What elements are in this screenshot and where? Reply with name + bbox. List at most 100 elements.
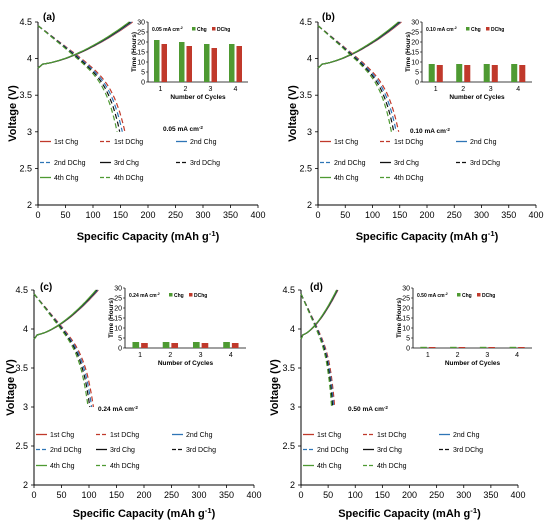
inset-x-tick-label: 4 — [516, 86, 520, 93]
x-tick-label: 250 — [164, 490, 179, 500]
legend-entry: 2nd Chg — [470, 139, 497, 146]
x-tick-label: 100 — [365, 210, 380, 220]
inset-y-tick-label: 5 — [118, 336, 122, 343]
x-tick-label: 150 — [109, 490, 124, 500]
x-tick-label: 300 — [456, 490, 471, 500]
inset-y-axis-label: Time (Hours) — [405, 32, 412, 72]
inset-bar-chart: 0 5 10 15 20 25 30 1 2 3 4 Number of Cycles Time (Ho… — [396, 286, 532, 367]
x-tick-label: 0 — [35, 210, 40, 220]
inset-legend-swatch-dchg — [477, 293, 481, 297]
inset-y-tick-label: 30 — [137, 20, 145, 27]
inset-bar-chg — [223, 342, 230, 348]
x-tick-label: 300 — [195, 210, 210, 220]
inset-x-tick-label: 3 — [489, 86, 493, 93]
x-tick-label: 400 — [510, 490, 525, 500]
inset-bar-chg — [204, 44, 210, 82]
x-axis-label: Specific Capacity (mAh g-1) — [356, 229, 499, 244]
discharge-curve-cycle-4 — [300, 293, 333, 408]
current-density-annotation: 0.05 mA cm-2 — [163, 125, 203, 134]
inset-y-tick-label: 30 — [402, 286, 410, 293]
x-tick-label: 250 — [168, 210, 183, 220]
inset-y-tick-label: 25 — [114, 296, 122, 303]
inset-bar-chart: 0 5 10 15 20 25 30 1 2 3 4 Number of Cycles Time (Ho… — [405, 20, 532, 101]
inset-legend-title: 0.50 mA cm-2 — [417, 292, 448, 299]
discharge-curve-cycle-2 — [33, 293, 93, 408]
x-tick-label: 50 — [60, 210, 70, 220]
inset-x-tick-label: 3 — [199, 352, 203, 359]
discharge-curve-cycle-4 — [33, 293, 89, 408]
inset-bar-chg — [450, 346, 457, 348]
x-tick-label: 400 — [528, 210, 543, 220]
inset-y-tick-label: 0 — [141, 80, 145, 87]
inset-x-tick-label: 3 — [485, 352, 489, 359]
charge-curve-cycle-2 — [317, 21, 401, 69]
inset-bar-chg — [428, 64, 435, 82]
inset-y-tick-label: 25 — [411, 30, 419, 37]
x-tick-label: 150 — [392, 210, 407, 220]
inset-y-tick-label: 0 — [118, 346, 122, 353]
y-tick-label: 2 — [27, 200, 32, 210]
inset-bar-dchg — [491, 65, 498, 82]
y-tick-label: 2.5 — [15, 441, 28, 451]
inset-x-tick-label: 4 — [515, 352, 519, 359]
x-tick-label: 200 — [402, 490, 417, 500]
inset-legend-swatch-chg — [466, 27, 470, 31]
inset-legend-swatch-chg — [169, 293, 173, 297]
x-tick-label: 350 — [483, 490, 498, 500]
inset-bar-dchg — [161, 44, 167, 82]
x-tick-label: 150 — [113, 210, 128, 220]
y-tick-label: 4 — [27, 54, 32, 64]
inset-bar-chg — [479, 346, 487, 348]
legend-entry: 4th Chg — [317, 463, 342, 470]
y-axis-label: Voltage (V) — [287, 85, 299, 142]
inset-legend-title: 0.24 mA cm-2 — [129, 292, 160, 299]
inset-bar-chart: 0 5 10 15 20 25 30 1 2 3 4 Number of Cycles Time (Ho… — [131, 20, 248, 101]
inset-y-tick-label: 15 — [137, 50, 145, 57]
panel-label: (c) — [40, 282, 52, 293]
inset-legend-title: 0.10 mA cm-2 — [426, 26, 457, 33]
y-tick-label: 3 — [23, 402, 28, 412]
inset-x-tick-label: 1 — [138, 352, 142, 359]
inset-bar-dchg — [201, 343, 209, 348]
x-tick-label: 200 — [140, 210, 155, 220]
discharge-curve-cycle-1 — [37, 25, 126, 132]
x-tick-label: 250 — [429, 490, 444, 500]
y-tick-label: 4.5 — [282, 285, 295, 295]
charge-curve-cycle-4 — [300, 289, 338, 340]
inset-legend-chg: Chg — [197, 27, 207, 33]
inset-x-tick-label: 4 — [229, 352, 233, 359]
legend-entry: 3rd DChg — [190, 160, 220, 167]
inset-y-tick-label: 15 — [114, 316, 122, 323]
y-tick-label: 4 — [307, 54, 312, 64]
y-tick-label: 4.5 — [299, 17, 312, 27]
inset-y-tick-label: 20 — [411, 40, 419, 47]
x-tick-label: 250 — [447, 210, 462, 220]
inset-bar-dchg — [428, 347, 436, 348]
inset-y-tick-label: 5 — [415, 70, 419, 77]
x-tick-label: 0 — [315, 210, 320, 220]
y-tick-label: 4.5 — [15, 285, 28, 295]
inset-x-tick-label: 2 — [456, 352, 460, 359]
panel-label: (b) — [322, 12, 335, 23]
y-tick-label: 3 — [27, 127, 32, 137]
panel-c: 0 50 100 150 200 250 300 350 40022.533.544.5Spec… — [5, 282, 262, 520]
current-density-annotation: 0.10 mA cm-2 — [410, 127, 450, 136]
discharge-curve-cycle-4 — [37, 25, 118, 132]
inset-legend-dchg: DChg — [482, 293, 495, 299]
inset-x-axis-label: Number of Cycles — [158, 360, 214, 367]
y-tick-label: 4.5 — [19, 17, 32, 27]
inset-x-axis-label: Number of Cycles — [449, 94, 505, 101]
inset-bar-dchg — [171, 343, 179, 348]
x-tick-label: 100 — [81, 490, 96, 500]
x-tick-label: 100 — [348, 490, 363, 500]
x-tick-label: 350 — [501, 210, 516, 220]
y-tick-label: 3.5 — [19, 90, 32, 100]
inset-y-tick-label: 10 — [114, 326, 122, 333]
inset-bar-chg — [483, 64, 490, 82]
legend-entry: 2nd DChg — [334, 160, 366, 167]
inset-bar-dchg — [141, 343, 148, 348]
inset-bar-chg — [456, 64, 463, 82]
legend-entry: 3rd Chg — [394, 160, 419, 167]
x-axis-label: Specific Capacity (mAh g-1) — [338, 506, 481, 521]
y-axis-label: Voltage (V) — [7, 85, 19, 142]
